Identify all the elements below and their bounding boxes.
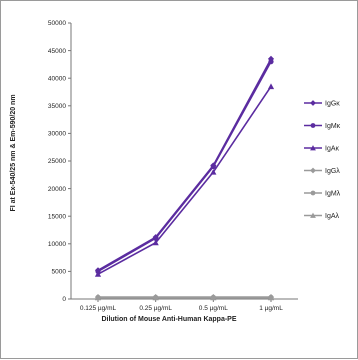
legend-label: IgMκ [325, 123, 341, 130]
x-tick-label: 0.125 µg/mL [80, 305, 117, 312]
series-line-1 [97, 58, 272, 271]
y-tick-label: 5000 [52, 269, 67, 276]
data-point [210, 294, 217, 301]
legend-label: IgAλ [325, 213, 340, 220]
data-point [267, 294, 275, 301]
series-line-2 [97, 61, 272, 273]
data-point [267, 83, 275, 90]
y-tick-label: 20000 [48, 186, 66, 193]
data-point [268, 59, 274, 65]
legend-marker [310, 100, 316, 106]
legend-label: IgAκ [325, 145, 340, 152]
legend-marker [310, 167, 316, 174]
legend-label: IgMλ [325, 190, 341, 197]
data-point [94, 294, 102, 301]
data-point [210, 163, 216, 170]
series-line-3 [97, 86, 272, 275]
legend-label: IgGλ [325, 168, 340, 175]
y-axis-title: FI at Ex-540/25 nm & Em-590/20 nm [10, 94, 17, 211]
data-point [152, 294, 159, 301]
y-tick-label: 10000 [48, 241, 66, 248]
y-tick-label: 50000 [48, 20, 66, 27]
x-tick-label: 0.5 µg/mL [199, 305, 228, 312]
legend-marker [310, 212, 316, 218]
data-point [94, 271, 102, 277]
y-tick-label: 45000 [48, 48, 66, 55]
data-point [152, 239, 159, 246]
data-point [210, 168, 217, 175]
y-tick-label: 15000 [48, 213, 66, 220]
y-tick-label: 25000 [48, 158, 66, 165]
x-axis-title: Dilution of Mouse Anti-Human Kappa-PE [101, 316, 236, 323]
y-tick-label: 0 [62, 296, 66, 303]
y-tick-label: 35000 [48, 103, 66, 110]
x-tick-label: 1 µg/mL [259, 305, 283, 312]
y-tick-label: 40000 [48, 75, 66, 82]
legend-marker [310, 190, 316, 196]
legend-label: IgGκ [325, 100, 340, 107]
legend-marker [310, 145, 316, 151]
y-tick-label: 30000 [48, 131, 66, 138]
data-point [153, 235, 159, 241]
x-tick-label: 0.25 µg/mL [139, 305, 172, 312]
legend-marker [310, 123, 316, 128]
